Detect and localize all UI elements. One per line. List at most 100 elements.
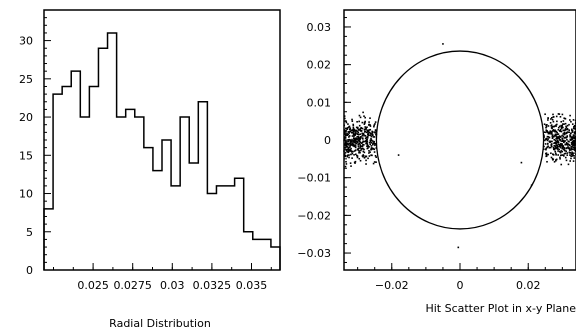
- scatter-point: [550, 125, 553, 127]
- scatter-point: [550, 152, 552, 155]
- scatter-point: [361, 137, 364, 139]
- scatter-point: [557, 143, 559, 146]
- scatter-point: [574, 136, 576, 138]
- scatter-point: [350, 131, 353, 134]
- scatter-point: [551, 127, 553, 130]
- scatter-point: [571, 152, 573, 155]
- scatter-point: [566, 152, 569, 154]
- scatter-point: [363, 133, 365, 136]
- scatter-point: [561, 145, 564, 148]
- scatter-point: [347, 151, 350, 154]
- scatter-point: [356, 120, 358, 123]
- scatter-point: [345, 140, 347, 143]
- scatter-point: [351, 118, 353, 121]
- scatter-point: [366, 140, 369, 143]
- histogram-bar: [262, 239, 271, 270]
- scatter-point: [573, 134, 575, 137]
- scatter-point: [351, 142, 354, 145]
- scatter-point: [564, 143, 567, 146]
- scatter-point: [344, 117, 346, 120]
- scatter-point: [558, 136, 561, 138]
- scatter-ring-ellipse: [375, 50, 545, 230]
- scatter-point: [362, 111, 364, 114]
- scatter-point: [361, 132, 364, 135]
- scatter-point: [366, 130, 369, 132]
- scatter-point: [366, 147, 369, 150]
- scatter-point: [364, 134, 367, 137]
- scatter-point: [366, 145, 368, 148]
- histogram-bar: [226, 186, 235, 270]
- scatter-point: [566, 131, 569, 133]
- scatter-point: [344, 135, 347, 137]
- histogram-bar: [198, 102, 207, 270]
- scatter-point: [357, 145, 360, 147]
- scatter-point: [564, 152, 567, 155]
- scatter-point: [555, 154, 557, 156]
- scatter-point: [360, 130, 362, 132]
- scatter-point: [362, 154, 365, 156]
- scatter-point: [366, 142, 368, 145]
- scatter-point: [560, 124, 563, 127]
- scatter-point: [571, 151, 573, 154]
- scatter-point: [545, 138, 548, 141]
- scatter-point: [357, 131, 359, 134]
- histogram-bar: [108, 33, 117, 270]
- scatter-point: [559, 116, 562, 118]
- scatter-point: [364, 126, 366, 128]
- scatter-point: [370, 148, 372, 151]
- scatter-point: [372, 134, 374, 136]
- scatter-point: [369, 124, 371, 126]
- scatter-point: [355, 153, 357, 156]
- scatter-point: [569, 119, 571, 121]
- scatter-y-tick-label: −0.02: [297, 209, 331, 222]
- scatter-point: [343, 143, 346, 145]
- histogram-bar: [180, 117, 189, 270]
- scatter-point: [347, 144, 350, 146]
- scatter-point: [554, 141, 556, 144]
- scatter-point: [343, 124, 346, 127]
- scatter-point: [371, 154, 373, 157]
- scatter-point: [363, 148, 365, 151]
- scatter-point: [569, 144, 571, 147]
- scatter-point: [359, 133, 362, 135]
- scatter-point: [367, 132, 369, 134]
- scatter-point: [557, 133, 560, 135]
- scatter-point: [557, 150, 559, 152]
- scatter-point: [561, 154, 563, 156]
- scatter-point: [549, 141, 551, 143]
- scatter-point: [567, 140, 570, 143]
- scatter-point: [353, 128, 356, 131]
- scatter-point: [561, 150, 564, 153]
- scatter-point: [560, 130, 563, 133]
- scatter-point: [356, 135, 359, 138]
- scatter-point: [358, 142, 361, 145]
- scatter-point: [549, 122, 552, 124]
- scatter-point: [572, 148, 574, 151]
- scatter-point: [552, 158, 555, 161]
- scatter-point: [556, 148, 559, 150]
- scatter-point: [562, 126, 564, 129]
- scatter-point: [346, 148, 348, 151]
- histogram-bars: [43, 32, 281, 270]
- scatter-point: [559, 128, 562, 131]
- scatter-point: [349, 127, 352, 129]
- scatter-point: [351, 129, 354, 131]
- scatter-point: [567, 146, 569, 148]
- scatter-point: [358, 124, 361, 127]
- scatter-point: [547, 117, 550, 119]
- scatter-point: [573, 137, 576, 140]
- scatter-point: [357, 143, 359, 146]
- scatter-point: [345, 160, 347, 163]
- scatter-point: [364, 137, 367, 140]
- histogram-x-tick-label: 0.025: [77, 279, 109, 292]
- scatter-point: [555, 144, 557, 147]
- histogram-y-tick-label: 30: [19, 35, 33, 48]
- scatter-point: [360, 148, 363, 150]
- scatter-point: [356, 156, 359, 159]
- scatter-point: [547, 153, 549, 156]
- scatter-point: [563, 117, 566, 120]
- scatter-point: [350, 147, 352, 150]
- scatter-point: [560, 140, 563, 142]
- scatter-point: [374, 144, 376, 147]
- scatter-point: [571, 129, 574, 132]
